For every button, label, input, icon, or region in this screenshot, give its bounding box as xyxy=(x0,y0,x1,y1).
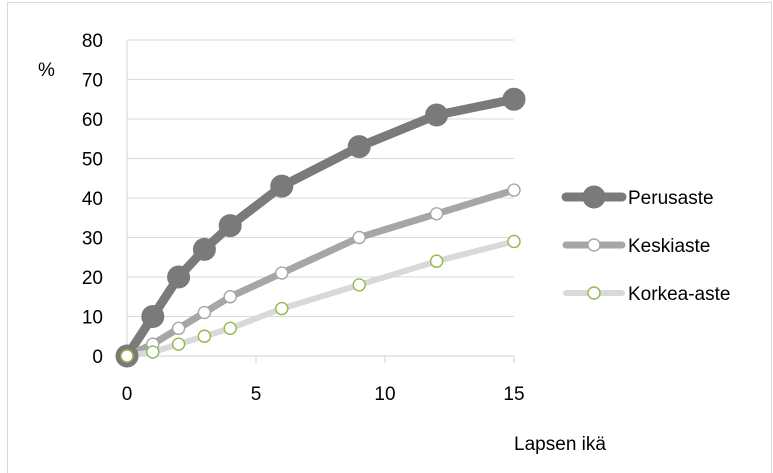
data-point xyxy=(197,305,212,320)
y-tick-label: 10 xyxy=(82,308,103,329)
data-point xyxy=(502,87,526,111)
legend-swatch-marker xyxy=(587,286,601,300)
y-tick-label: 0 xyxy=(92,347,103,368)
x-tick-label: 5 xyxy=(251,384,262,405)
data-point xyxy=(218,214,242,238)
y-tick-label: 60 xyxy=(82,110,103,131)
legend-item: Keskiaste xyxy=(562,236,710,257)
data-point xyxy=(223,321,237,336)
y-tick-label: 70 xyxy=(82,71,103,92)
legend-item: Perusaste xyxy=(561,185,714,209)
data-point xyxy=(507,234,521,249)
data-point xyxy=(146,345,160,359)
series-markers xyxy=(115,87,526,368)
legend-label: Perusaste xyxy=(628,188,714,209)
data-point xyxy=(347,135,371,159)
data-point xyxy=(141,305,165,328)
legend-swatch-marker xyxy=(587,238,601,252)
data-point xyxy=(171,321,186,336)
legend-item: Korkea-aste xyxy=(563,284,730,305)
data-point xyxy=(120,349,134,363)
y-tick-label: 20 xyxy=(82,268,103,289)
data-point xyxy=(275,301,289,316)
data-point xyxy=(425,103,449,127)
x-axis-label: Lapsen ikä xyxy=(514,434,606,455)
legend: Perusaste Keskiaste Korkea-aste xyxy=(561,185,730,305)
data-point xyxy=(223,290,237,304)
y-tick-label: 80 xyxy=(82,31,103,52)
x-tick-label: 0 xyxy=(122,384,133,405)
data-point xyxy=(270,174,294,198)
data-point xyxy=(171,337,186,351)
data-point xyxy=(192,237,216,261)
data-point xyxy=(429,207,444,221)
data-point xyxy=(167,265,191,289)
x-tick-label: 10 xyxy=(374,384,395,405)
legend-label: Korkea-aste xyxy=(628,284,730,305)
data-point xyxy=(352,230,366,245)
axes: 0 10 20 30 40 50 60 70 80 0 5 10 15 xyxy=(82,31,525,405)
y-axis-label: % xyxy=(38,60,55,81)
legend-label: Keskiaste xyxy=(628,236,710,257)
y-tick-label: 50 xyxy=(82,150,103,171)
legend-swatch-marker xyxy=(582,185,606,209)
data-point xyxy=(275,266,289,280)
y-tick-label: 30 xyxy=(82,229,103,250)
data-point xyxy=(429,254,444,268)
data-point xyxy=(352,278,366,292)
data-point xyxy=(507,183,521,197)
y-tick-label: 40 xyxy=(82,189,103,210)
data-point xyxy=(197,329,212,343)
x-tick-label: 15 xyxy=(503,384,524,405)
